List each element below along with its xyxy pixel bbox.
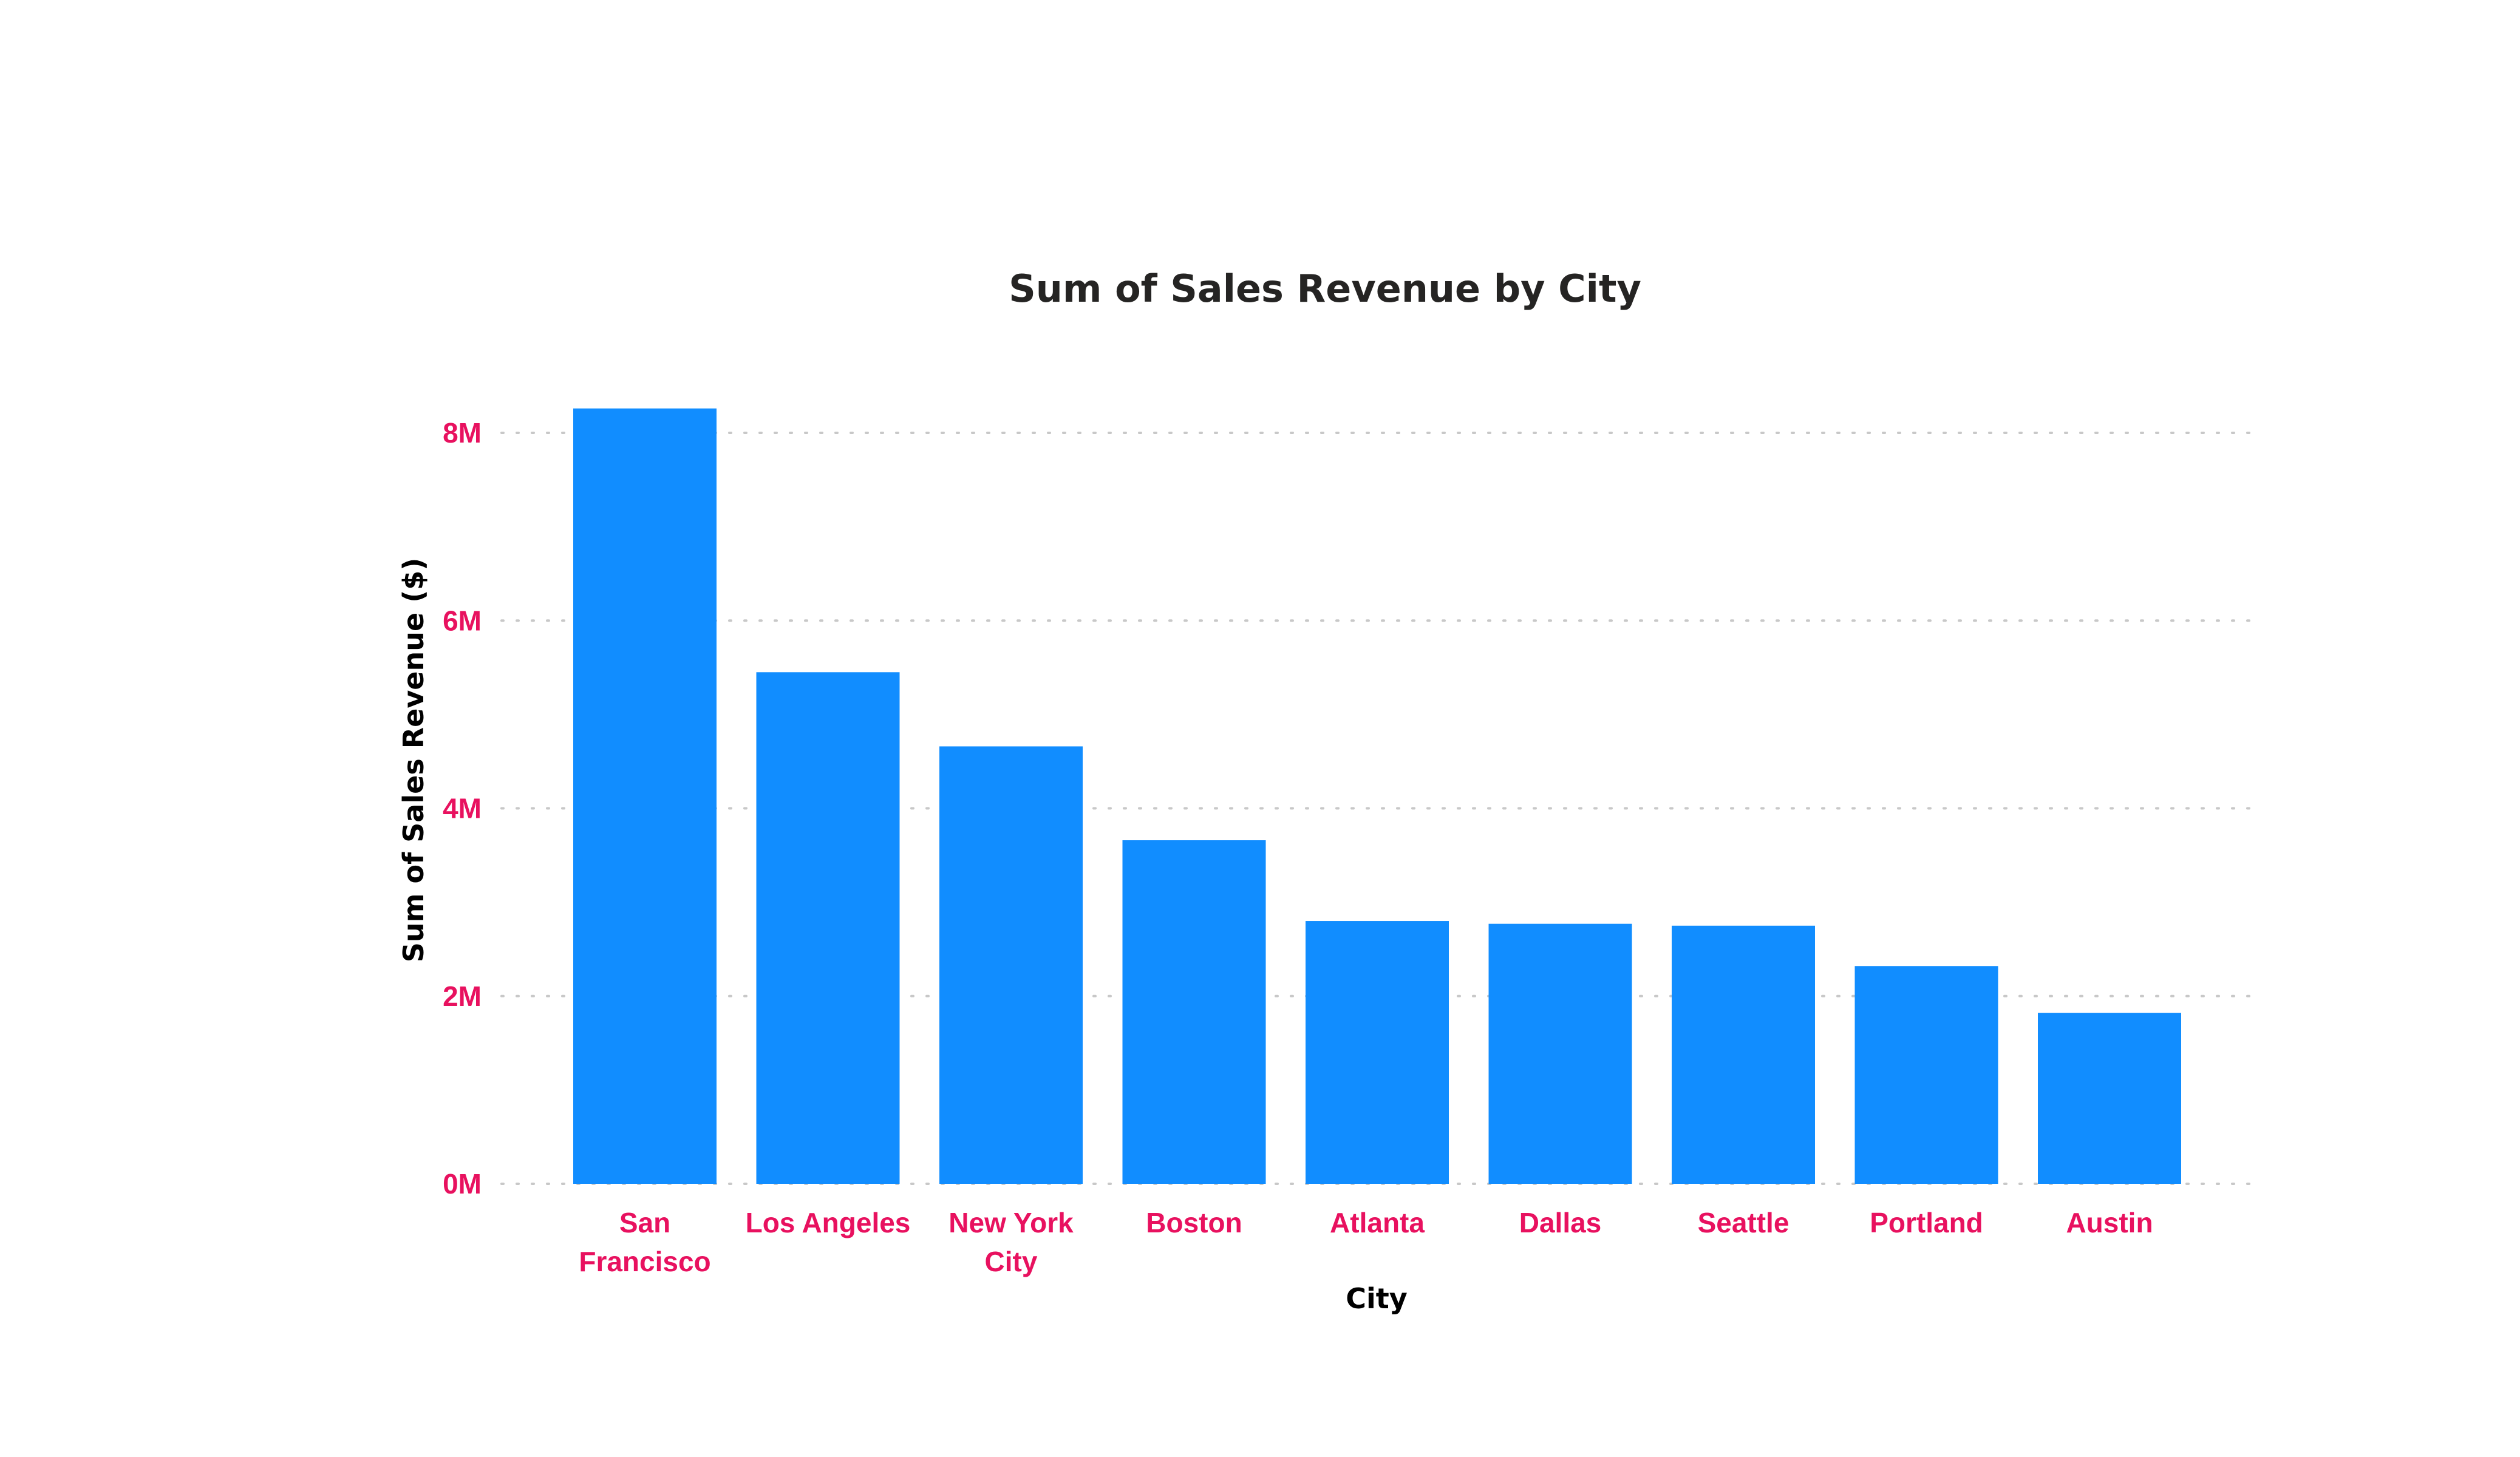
x-tick-label: New York City	[948, 1207, 1074, 1277]
bar[interactable]	[1488, 923, 1632, 1184]
y-tick-label: 2M	[443, 980, 482, 1012]
bar[interactable]	[1672, 925, 1815, 1184]
x-axis-title: City	[1346, 1282, 1408, 1315]
y-axis-title: Sum of Sales Revenue ($)	[397, 558, 430, 963]
x-tick-label: Atlanta	[1330, 1207, 1425, 1238]
x-axis-ticks: San Francisco Los Angeles New York City Bosto…	[579, 1207, 2153, 1277]
y-tick-label: 8M	[443, 417, 482, 449]
x-tick-label: Dallas	[1519, 1207, 1602, 1238]
y-tick-label: 6M	[443, 605, 482, 636]
bar[interactable]	[939, 746, 1083, 1184]
bar[interactable]	[1854, 966, 1998, 1184]
bar[interactable]	[1122, 840, 1266, 1184]
chart-title: Sum of Sales Revenue by City	[1009, 267, 1641, 311]
x-tick-label: Los Angeles	[746, 1207, 911, 1238]
x-tick-label: Boston	[1146, 1207, 1242, 1238]
bar[interactable]	[756, 672, 900, 1184]
x-tick-label: Seattle	[1698, 1207, 1790, 1238]
bar[interactable]	[573, 408, 717, 1184]
x-tick-label: San Francisco	[579, 1207, 710, 1277]
y-tick-label: 4M	[443, 793, 482, 824]
x-tick-label: Austin	[2066, 1207, 2153, 1238]
bar[interactable]	[2038, 1013, 2181, 1184]
bars	[573, 408, 2181, 1184]
y-tick-label: 0M	[443, 1168, 482, 1200]
y-axis-ticks: 0M 2M 4M 6M 8M	[443, 417, 482, 1200]
x-tick-label: Portland	[1870, 1207, 1983, 1238]
bar[interactable]	[1306, 921, 1449, 1184]
